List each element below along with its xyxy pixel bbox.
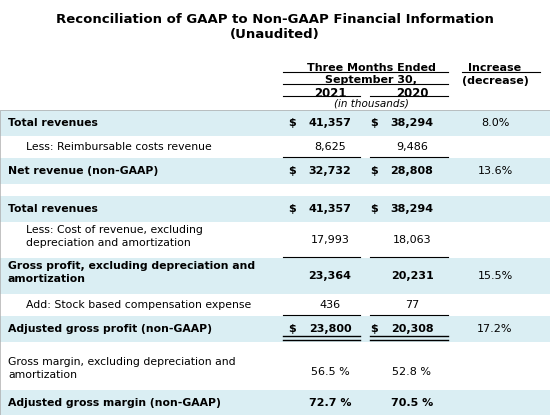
Text: $: $	[370, 166, 378, 176]
Text: (in thousands): (in thousands)	[333, 99, 409, 109]
Text: $: $	[288, 204, 296, 214]
Text: Adjusted gross profit (non-GAAP): Adjusted gross profit (non-GAAP)	[8, 324, 212, 334]
Text: 2020: 2020	[396, 87, 428, 100]
Text: 20,308: 20,308	[390, 324, 433, 334]
Text: 38,294: 38,294	[390, 118, 433, 128]
Bar	[0, 196, 550, 222]
Text: Increase
(decrease): Increase (decrease)	[461, 63, 529, 86]
Text: 28,808: 28,808	[390, 166, 433, 176]
Text: 8,625: 8,625	[314, 142, 346, 152]
Text: (Unaudited): (Unaudited)	[230, 28, 320, 41]
Bar	[0, 258, 550, 294]
Text: $: $	[370, 118, 378, 128]
Bar	[0, 316, 550, 342]
Text: $: $	[370, 324, 378, 334]
Text: Less: Cost of revenue, excluding
depreciation and amortization: Less: Cost of revenue, excluding depreci…	[26, 225, 203, 248]
Text: 9,486: 9,486	[396, 142, 428, 152]
Text: 2021: 2021	[314, 87, 346, 100]
Text: Reconciliation of GAAP to Non-GAAP Financial Information: Reconciliation of GAAP to Non-GAAP Finan…	[56, 13, 494, 26]
Text: $: $	[288, 166, 296, 176]
Text: 41,357: 41,357	[309, 204, 351, 214]
Text: 23,800: 23,800	[309, 324, 351, 334]
Text: 52.8 %: 52.8 %	[393, 367, 432, 377]
Bar	[0, 390, 550, 415]
Text: Adjusted gross margin (non-GAAP): Adjusted gross margin (non-GAAP)	[8, 398, 221, 408]
Bar	[0, 158, 550, 184]
Text: 41,357: 41,357	[309, 118, 351, 128]
Text: 13.6%: 13.6%	[477, 166, 513, 176]
Text: Add: Stock based compensation expense: Add: Stock based compensation expense	[26, 300, 251, 310]
Text: 32,732: 32,732	[309, 166, 351, 176]
Text: 56.5 %: 56.5 %	[311, 367, 349, 377]
Text: 15.5%: 15.5%	[477, 271, 513, 281]
Text: 17,993: 17,993	[311, 235, 349, 245]
Text: 70.5 %: 70.5 %	[391, 398, 433, 408]
Text: 8.0%: 8.0%	[481, 118, 509, 128]
Text: Three Months Ended: Three Months Ended	[306, 63, 436, 73]
Text: 77: 77	[405, 300, 419, 310]
Text: Net revenue (non-GAAP): Net revenue (non-GAAP)	[8, 166, 158, 176]
Bar	[0, 110, 550, 415]
Text: $: $	[288, 324, 296, 334]
Text: Total revenues: Total revenues	[8, 204, 98, 214]
Text: 436: 436	[320, 300, 340, 310]
Text: Gross margin, excluding depreciation and
amortization: Gross margin, excluding depreciation and…	[8, 357, 235, 380]
Text: 18,063: 18,063	[393, 235, 431, 245]
Bar	[0, 110, 550, 136]
Text: Gross profit, excluding depreciation and
amortization: Gross profit, excluding depreciation and…	[8, 261, 255, 284]
Text: 72.7 %: 72.7 %	[309, 398, 351, 408]
Text: September 30,: September 30,	[325, 75, 417, 85]
Text: 23,364: 23,364	[309, 271, 351, 281]
Text: $: $	[370, 204, 378, 214]
Text: Total revenues: Total revenues	[8, 118, 98, 128]
Text: 17.2%: 17.2%	[477, 324, 513, 334]
Text: Less: Reimbursable costs revenue: Less: Reimbursable costs revenue	[26, 142, 212, 152]
Text: 20,231: 20,231	[390, 271, 433, 281]
Text: $: $	[288, 118, 296, 128]
Text: 38,294: 38,294	[390, 204, 433, 214]
